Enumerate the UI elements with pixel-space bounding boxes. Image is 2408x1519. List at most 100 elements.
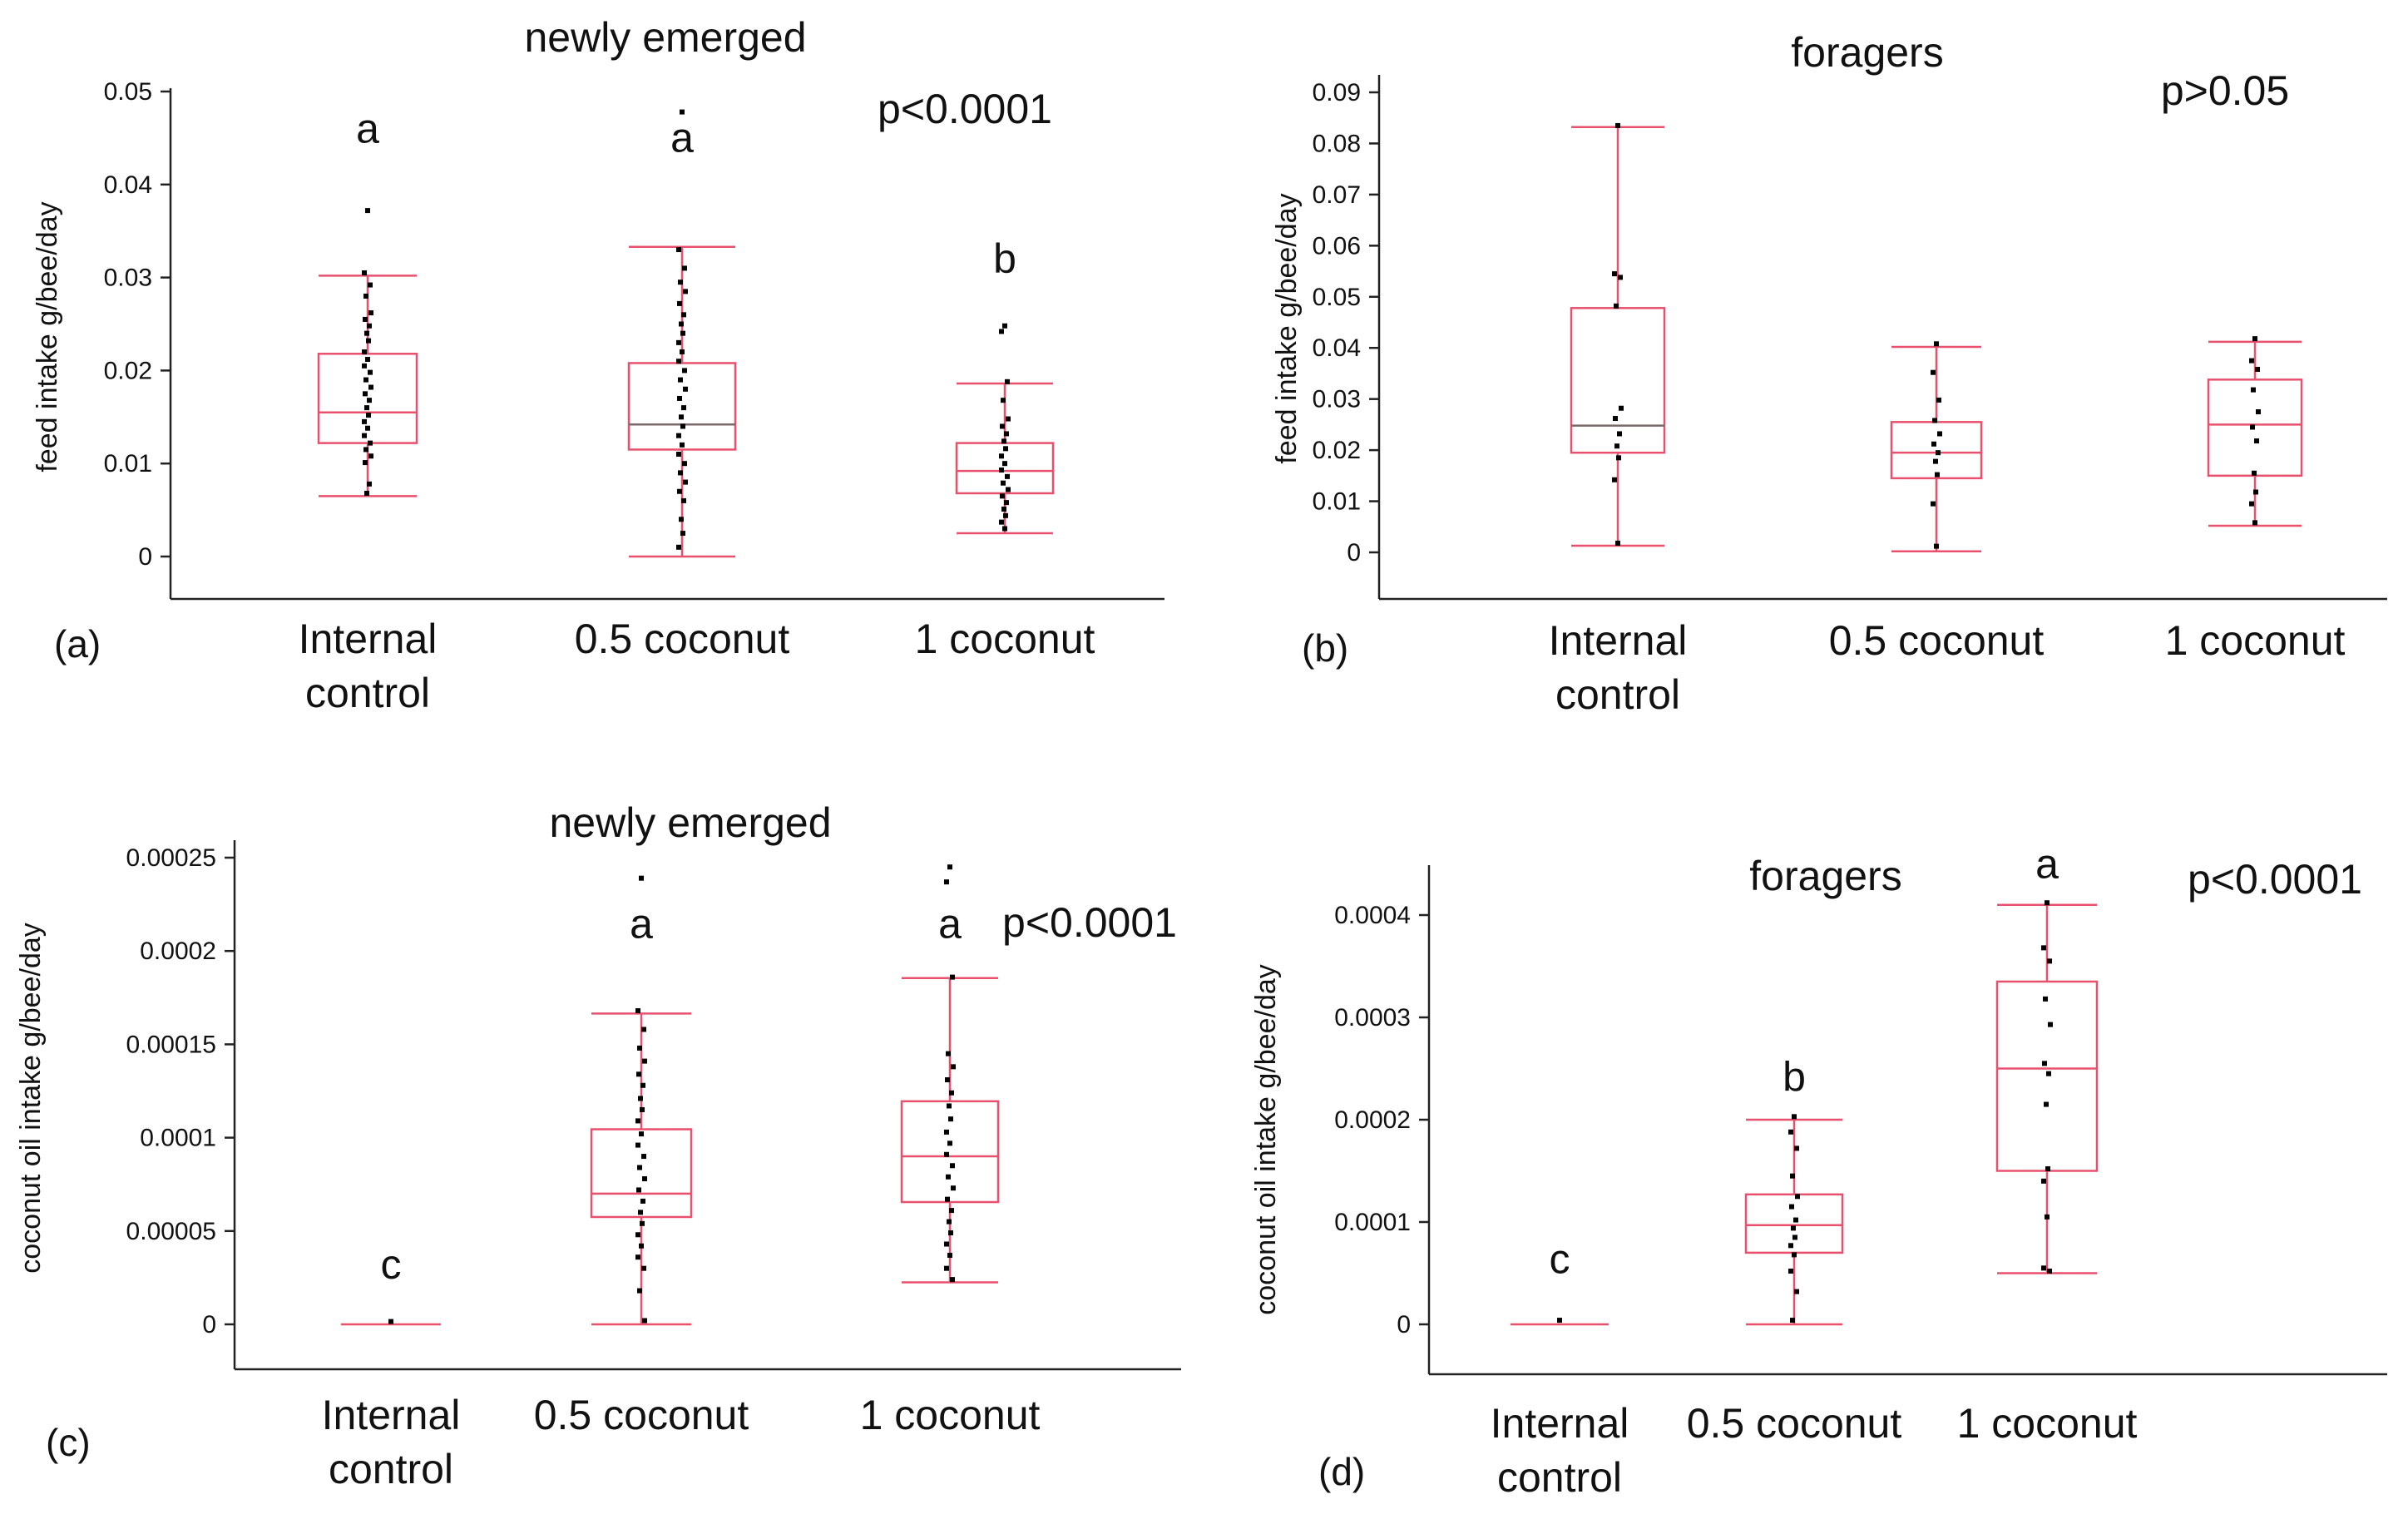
data-point [999,468,1004,473]
y-tick-label: 0.03 [1313,386,1361,413]
box-group-3: a 1 coconut [1957,841,2138,1447]
data-point [680,442,685,448]
data-point [639,875,644,881]
data-point [947,1140,952,1146]
data-point [368,384,373,390]
data-point [362,363,367,369]
data-point [1794,1289,1799,1294]
data-point [1001,506,1006,512]
data-point [1792,1252,1797,1258]
data-point [999,519,1004,525]
y-tick-label: 0.0002 [1334,1106,1411,1134]
y-axis-label: coconut oil intake g/bee/day [15,923,47,1274]
data-point [1002,461,1007,467]
data-point [676,359,681,364]
data-point [948,1230,953,1236]
data-point [366,338,371,344]
data-point [641,1027,646,1032]
data-point [678,377,683,383]
data-point [1614,303,1619,309]
data-point [635,1118,640,1124]
iqr-box [590,1128,693,1219]
data-point [363,377,368,383]
data-point [1003,446,1008,452]
box-group-3: a 1 coconut [860,864,1041,1438]
y-tick-label: 0.05 [1313,284,1361,311]
x-category-label: 0.5 coconut [575,616,790,662]
data-point [1931,369,1936,375]
iqr-box [2207,379,2303,477]
data-point [680,349,685,355]
data-point [1935,472,1940,477]
y-tick-label: 0.0001 [1334,1209,1411,1236]
panel-a: 0 0.01 0.02 0.03 0.04 0.05 feed intake g/bee/d… [32,14,1164,716]
significance-letter: c [381,1241,402,1288]
data-point [949,1208,954,1214]
data-point [636,1187,641,1193]
data-point [951,1185,956,1191]
data-point [950,1277,955,1283]
data-point [947,1103,952,1109]
data-point [1788,1129,1793,1135]
x-category-label: control [1497,1454,1622,1501]
x-category-label: 0.5 coconut [1687,1400,1902,1447]
data-point [2042,1061,2047,1066]
data-point [947,864,952,870]
y-tick-label: 0.06 [1313,232,1361,260]
data-point [1936,397,1941,403]
chart-title: foragers [1749,853,1901,899]
x-category-label: control [305,670,430,716]
data-point [677,395,682,401]
chart-title: newly emerged [549,799,831,846]
data-point [1003,512,1008,518]
data-point [951,1064,956,1070]
data-point [676,452,681,458]
data-point [2251,387,2256,393]
significance-letter: a [938,900,962,947]
data-point [678,280,683,285]
data-point [999,453,1004,459]
data-point [2046,1071,2051,1076]
chart-title: foragers [1791,29,1943,76]
y-tick-label: 0 [1397,1311,1411,1338]
data-point [640,1082,645,1088]
data-point [2044,1101,2049,1107]
data-point [2041,945,2046,951]
data-point [636,1071,641,1077]
data-point [640,1198,645,1204]
x-category-label: 1 coconut [915,616,1095,662]
data-point [950,974,955,980]
x-category-label: Internal [322,1392,461,1438]
panel-label: (b) [1302,626,1348,670]
data-point [1612,477,1617,482]
significance-letter: b [1783,1054,1806,1101]
y-axis-label: feed intake g/bee/day [1271,193,1303,463]
data-point [1002,323,1007,329]
data-point [1613,416,1618,422]
p-value-label: p<0.0001 [1002,899,1177,946]
significance-letter: a [356,105,379,151]
data-point [944,1151,949,1157]
data-point [683,386,688,392]
data-point [365,356,370,362]
data-point [1931,441,1936,447]
y-tick-label: 0.04 [1313,334,1361,362]
data-point [637,1045,642,1051]
data-point [1557,1318,1562,1324]
data-point [642,1318,647,1324]
x-category-label: Internal [1549,617,1688,664]
data-point [1006,487,1011,492]
data-point [944,879,949,885]
data-point [368,440,373,446]
data-point [679,414,684,420]
data-point [362,418,367,424]
data-point [2255,367,2260,373]
data-point [1932,418,1937,423]
iqr-box [900,1100,1000,1204]
data-point [364,330,369,336]
data-point [364,405,369,411]
data-point [368,453,373,459]
p-value-label: p<0.0001 [878,86,1052,132]
y-tick-label: 0.00015 [126,1031,216,1058]
data-point [1615,540,1620,546]
